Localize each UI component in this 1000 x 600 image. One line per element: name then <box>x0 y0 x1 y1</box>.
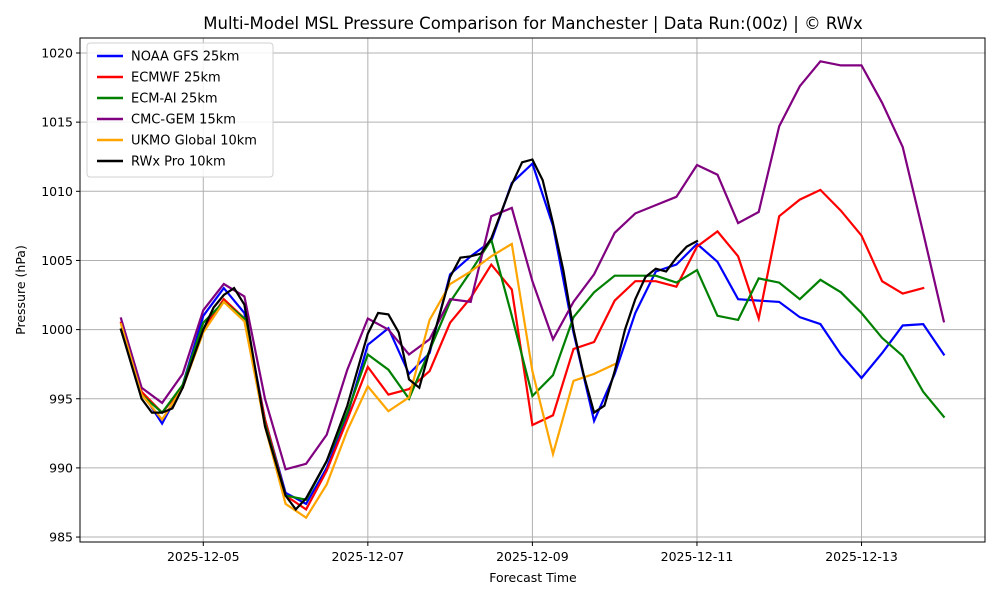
legend-label: UKMO Global 10km <box>131 134 257 149</box>
legend-label: ECMWF 25km <box>131 71 221 86</box>
y-tick-label: 1015 <box>41 115 73 130</box>
y-tick-label: 995 <box>49 391 73 406</box>
legend-item: ECM-AI 25km <box>97 92 218 107</box>
x-tick-label: 2025-12-11 <box>661 549 734 564</box>
legend-label: NOAA GFS 25km <box>131 50 239 65</box>
y-axis: 985 990 995 1000 1005 1010 1015 1020 <box>41 46 80 545</box>
y-tick-label: 990 <box>49 460 73 475</box>
series-line-rwx-pro-10km <box>119 158 699 512</box>
series-line-cmc-gem-15km <box>119 60 946 471</box>
x-axis-label: Forecast Time <box>489 570 577 585</box>
legend-box <box>86 42 274 178</box>
legend-item: UKMO Global 10km <box>97 134 257 149</box>
legend-item: RWx Pro 10km <box>97 155 226 170</box>
chart-title: Multi-Model MSL Pressure Comparison for … <box>203 14 863 33</box>
y-tick-label: 1005 <box>41 253 73 268</box>
legend: NOAA GFS 25km ECMWF 25km ECM-AI 25km CMC-GE… <box>86 42 274 178</box>
legend-label: CMC-GEM 15km <box>131 113 236 128</box>
y-axis-label: Pressure (hPa) <box>13 245 28 335</box>
x-tick-label: 2025-12-05 <box>167 549 240 564</box>
legend-label: RWx Pro 10km <box>131 155 226 170</box>
x-tick-label: 2025-12-09 <box>496 549 569 564</box>
legend-label: ECM-AI 25km <box>131 92 218 107</box>
legend-item: ECMWF 25km <box>97 71 221 86</box>
x-axis: 2025-12-05 2025-12-07 2025-12-09 2025-12-11… <box>167 542 898 564</box>
legend-item: NOAA GFS 25km <box>97 50 239 65</box>
x-tick-label: 2025-12-13 <box>825 549 898 564</box>
series-line-ecmwf-25km <box>119 188 925 511</box>
y-tick-label: 1010 <box>41 184 73 199</box>
x-tick-label: 2025-12-07 <box>332 549 405 564</box>
series-layer <box>119 60 946 520</box>
y-tick-label: 1020 <box>41 46 73 61</box>
legend-item: CMC-GEM 15km <box>97 113 236 128</box>
y-tick-label: 985 <box>49 530 73 545</box>
y-tick-label: 1000 <box>41 322 73 337</box>
